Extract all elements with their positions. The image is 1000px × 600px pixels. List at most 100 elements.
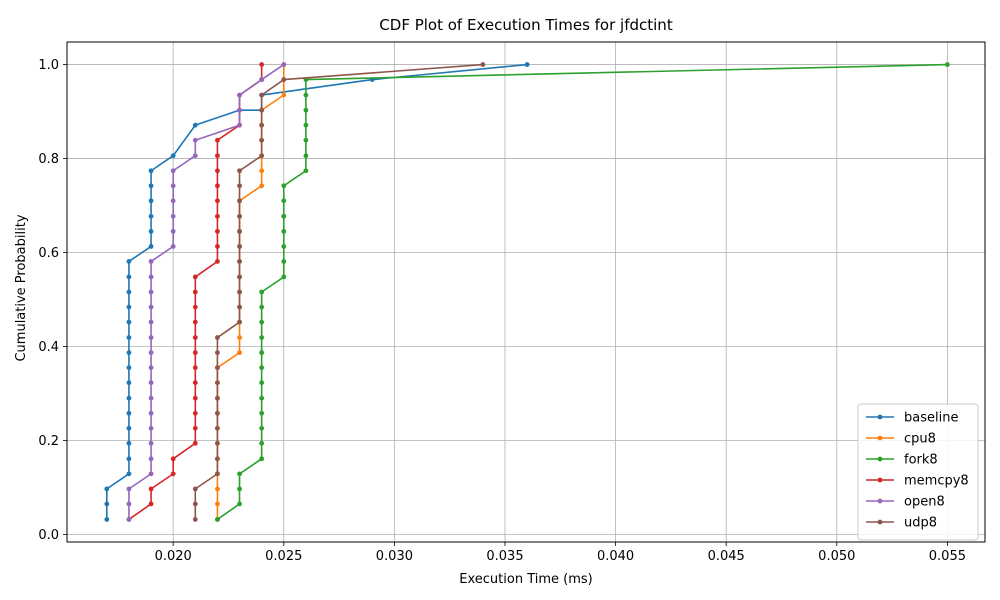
data-point-open8 — [126, 501, 132, 507]
legend-item-memcpy8: memcpy8 — [866, 474, 969, 489]
data-point-open8 — [237, 92, 242, 98]
data-point-baseline — [104, 486, 110, 492]
data-point-baseline — [126, 289, 132, 295]
data-point-memcpy8 — [192, 410, 198, 416]
data-point-cpu8 — [215, 501, 220, 507]
x-tick-label: 0.035 — [486, 549, 523, 564]
data-point-cpu8 — [259, 168, 265, 174]
series-group — [104, 62, 950, 522]
data-point-memcpy8 — [192, 425, 198, 431]
data-point-cpu8 — [215, 486, 220, 492]
data-point-memcpy8 — [192, 350, 198, 356]
data-point-udp8 — [215, 395, 220, 401]
data-point-open8 — [148, 410, 154, 416]
x-tick-label: 0.030 — [376, 549, 413, 564]
data-point-memcpy8 — [170, 456, 176, 462]
data-point-fork8 — [303, 153, 309, 159]
data-point-open8 — [148, 335, 154, 340]
x-tick-label: 0.055 — [929, 549, 966, 564]
data-point-baseline — [148, 228, 154, 234]
data-point-udp8 — [215, 410, 220, 416]
data-point-baseline — [170, 153, 176, 159]
data-point-baseline — [126, 335, 132, 340]
data-point-udp8 — [237, 183, 242, 189]
legend-item-udp8: udp8 — [866, 516, 937, 531]
y-tick-label: 0.4 — [38, 340, 59, 355]
data-point-memcpy8 — [192, 395, 198, 401]
y-tick-label: 0.8 — [38, 152, 59, 167]
data-point-baseline — [126, 456, 132, 462]
data-point-fork8 — [259, 425, 265, 431]
data-point-udp8 — [192, 517, 198, 522]
data-point-baseline — [126, 395, 132, 401]
data-point-memcpy8 — [215, 198, 220, 204]
data-point-udp8 — [237, 228, 242, 234]
data-point-fork8 — [259, 335, 265, 340]
data-point-baseline — [126, 440, 132, 446]
x-tick-label: 0.040 — [597, 549, 634, 564]
data-point-udp8 — [215, 350, 220, 356]
data-point-baseline — [104, 501, 110, 507]
data-point-baseline — [126, 471, 132, 477]
data-point-udp8 — [215, 440, 220, 446]
legend-item-fork8: fork8 — [866, 453, 938, 468]
data-point-udp8 — [237, 259, 242, 264]
data-point-fork8 — [944, 62, 950, 67]
data-point-memcpy8 — [192, 335, 198, 340]
data-point-open8 — [170, 183, 176, 189]
data-point-fork8 — [259, 319, 265, 325]
legend-marker — [877, 477, 883, 483]
data-point-udp8 — [215, 471, 220, 477]
legend-marker — [877, 414, 883, 420]
data-point-fork8 — [259, 410, 265, 416]
data-point-memcpy8 — [215, 137, 220, 143]
data-point-fork8 — [281, 198, 287, 204]
y-tick-label: 0.6 — [38, 246, 59, 261]
legend-item-open8: open8 — [866, 495, 945, 510]
data-point-fork8 — [303, 92, 309, 98]
data-point-open8 — [148, 274, 154, 280]
data-point-fork8 — [259, 304, 265, 310]
data-point-open8 — [259, 77, 265, 82]
x-axis-ticks: 0.020 0.025 0.030 0.035 0.040 0.045 0.050 0.055 — [155, 542, 966, 564]
data-point-udp8 — [237, 304, 242, 310]
data-point-udp8 — [259, 107, 265, 113]
data-point-fork8 — [281, 274, 287, 280]
data-point-baseline — [126, 259, 132, 264]
data-point-baseline — [148, 213, 154, 219]
data-point-open8 — [237, 107, 242, 113]
data-point-fork8 — [281, 244, 287, 249]
data-point-fork8 — [259, 395, 265, 401]
data-point-memcpy8 — [192, 380, 198, 386]
x-tick-label: 0.020 — [155, 549, 192, 564]
data-point-cpu8 — [237, 335, 242, 340]
data-point-open8 — [148, 304, 154, 310]
data-point-baseline — [126, 410, 132, 416]
data-point-cpu8 — [237, 350, 242, 356]
data-point-open8 — [148, 289, 154, 295]
data-point-open8 — [148, 395, 154, 401]
data-point-fork8 — [303, 137, 309, 143]
x-tick-label: 0.050 — [818, 549, 855, 564]
data-point-udp8 — [215, 425, 220, 431]
data-point-udp8 — [237, 244, 242, 249]
y-tick-label: 1.0 — [38, 58, 59, 73]
data-point-udp8 — [259, 122, 265, 128]
data-point-memcpy8 — [215, 183, 220, 189]
data-point-memcpy8 — [148, 501, 154, 507]
data-point-baseline — [148, 183, 154, 189]
data-point-baseline — [126, 380, 132, 386]
data-point-open8 — [148, 365, 154, 371]
data-point-memcpy8 — [259, 62, 265, 67]
data-point-memcpy8 — [170, 471, 176, 477]
data-point-open8 — [281, 62, 287, 67]
data-point-fork8 — [215, 517, 220, 522]
data-point-fork8 — [303, 122, 309, 128]
legend-label: baseline — [904, 411, 958, 426]
legend-label: fork8 — [904, 453, 938, 468]
data-point-open8 — [148, 259, 154, 264]
legend-label: open8 — [904, 495, 945, 510]
data-point-udp8 — [237, 213, 242, 219]
data-point-fork8 — [303, 107, 309, 113]
data-point-open8 — [170, 244, 176, 249]
